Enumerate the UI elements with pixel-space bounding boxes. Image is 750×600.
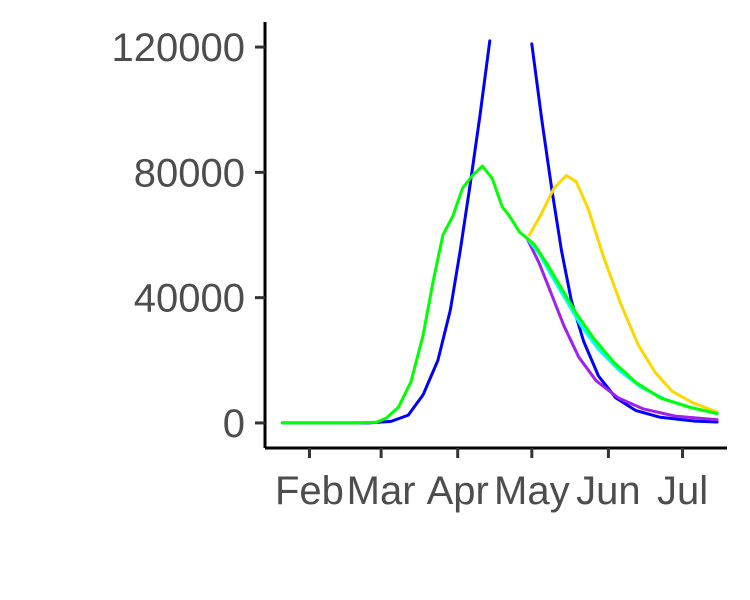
- x-tick-label-4: Jun: [576, 469, 641, 513]
- series-line-3: [527, 174, 719, 414]
- x-tick-label-2: Apr: [427, 469, 489, 513]
- series-line-4: [525, 236, 719, 415]
- x-tick-label-3: May: [494, 469, 570, 513]
- series-layer: [280, 39, 719, 425]
- ticks-layer: 0 40000 80000 120000 Feb Mar Apr May Jun Jul: [112, 26, 709, 513]
- y-tick-label-1: 40000: [134, 277, 245, 321]
- axes-layer: [263, 22, 727, 450]
- y-tick-label-3: 120000: [112, 26, 245, 70]
- x-tick-label-5: Jul: [657, 469, 708, 513]
- x-tick-label-0: Feb: [275, 469, 344, 513]
- x-tick-label-1: Mar: [347, 469, 416, 513]
- series-line-0: [280, 39, 492, 425]
- series-line-1: [530, 42, 719, 424]
- y-tick-label-2: 80000: [134, 151, 245, 195]
- series-line-5: [280, 164, 719, 425]
- y-tick-label-0: 0: [223, 402, 245, 446]
- series-line-2: [525, 236, 719, 422]
